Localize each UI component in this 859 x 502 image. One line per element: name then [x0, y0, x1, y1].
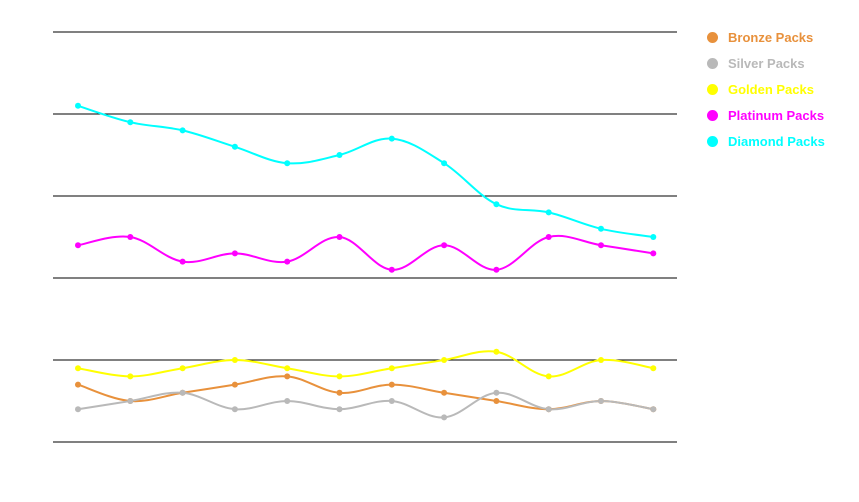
legend-item-golden-packs[interactable]: Golden Packs	[707, 76, 825, 102]
data-point-platinum-packs[interactable]	[493, 266, 500, 273]
data-point-bronze-packs[interactable]	[284, 373, 291, 380]
data-point-diamond-packs[interactable]	[75, 102, 81, 109]
data-point-bronze-packs[interactable]	[75, 381, 81, 388]
data-point-diamond-packs[interactable]	[284, 160, 291, 167]
legend-marker-silver	[707, 57, 718, 69]
data-point-silver-packs[interactable]	[284, 398, 291, 404]
gridlines	[53, 31, 677, 443]
data-point-diamond-packs[interactable]	[650, 234, 657, 240]
data-point-silver-packs[interactable]	[545, 406, 552, 413]
legend-item-bronze-packs[interactable]: Bronze Packs	[707, 24, 825, 50]
series-line-platinum-packs	[77, 234, 654, 271]
data-point-golden-packs[interactable]	[545, 373, 552, 380]
data-point-bronze-packs[interactable]	[231, 381, 238, 388]
data-point-golden-packs[interactable]	[493, 348, 500, 355]
data-point-golden-packs[interactable]	[75, 365, 81, 372]
legend-label: Diamond Packs	[728, 133, 825, 149]
data-point-bronze-packs[interactable]	[493, 398, 500, 404]
legend-label: Platinum Packs	[728, 107, 825, 123]
data-point-platinum-packs[interactable]	[284, 258, 291, 265]
data-point-diamond-packs[interactable]	[493, 201, 500, 208]
legend-label: Bronze Packs	[728, 29, 814, 45]
data-point-silver-packs[interactable]	[388, 398, 395, 404]
series-line-golden-packs	[77, 350, 654, 378]
data-point-diamond-packs[interactable]	[127, 119, 134, 126]
legend-marker-platinum	[707, 109, 718, 121]
data-point-silver-packs[interactable]	[336, 406, 343, 413]
data-point-bronze-packs[interactable]	[388, 381, 395, 388]
data-point-golden-packs[interactable]	[598, 357, 604, 363]
legend-marker-diamond	[707, 135, 718, 147]
data-point-platinum-packs[interactable]	[127, 234, 134, 240]
data-point-silver-packs[interactable]	[127, 398, 134, 404]
data-point-platinum-packs[interactable]	[336, 234, 343, 240]
data-point-diamond-packs[interactable]	[231, 143, 238, 150]
data-point-silver-packs[interactable]	[179, 389, 186, 396]
data-point-silver-packs[interactable]	[598, 398, 604, 404]
data-point-golden-packs[interactable]	[650, 365, 657, 372]
data-point-silver-packs[interactable]	[231, 406, 238, 413]
data-point-bronze-packs[interactable]	[441, 389, 448, 396]
data-point-diamond-packs[interactable]	[441, 160, 448, 167]
data-point-golden-packs[interactable]	[336, 373, 343, 380]
data-point-platinum-packs[interactable]	[179, 258, 186, 265]
legend-item-diamond-packs[interactable]: Diamond Packs	[707, 128, 825, 154]
series-line-silver-packs	[77, 391, 654, 419]
data-point-platinum-packs[interactable]	[545, 234, 552, 240]
data-point-platinum-packs[interactable]	[75, 242, 81, 249]
data-point-golden-packs[interactable]	[284, 365, 291, 372]
series-line-diamond-packs	[77, 104, 654, 238]
data-point-diamond-packs[interactable]	[545, 209, 552, 216]
legend-marker-golden	[707, 83, 718, 95]
legend-label: Golden Packs	[728, 81, 814, 97]
data-point-bronze-packs[interactable]	[336, 389, 343, 396]
legend-label: Silver Packs	[728, 55, 805, 71]
data-point-silver-packs[interactable]	[75, 406, 81, 413]
data-point-diamond-packs[interactable]	[336, 152, 343, 158]
legend: Bronze Packs Silver Packs Golden Packs P…	[707, 24, 825, 154]
data-point-silver-packs[interactable]	[650, 406, 657, 413]
series-lines	[77, 104, 654, 419]
series-points	[75, 102, 657, 421]
data-point-platinum-packs[interactable]	[231, 250, 238, 257]
data-point-platinum-packs[interactable]	[650, 250, 657, 257]
data-point-platinum-packs[interactable]	[388, 266, 395, 273]
data-point-silver-packs[interactable]	[441, 414, 448, 421]
data-point-platinum-packs[interactable]	[441, 242, 448, 249]
data-point-diamond-packs[interactable]	[598, 225, 604, 232]
data-point-golden-packs[interactable]	[231, 357, 238, 363]
data-point-platinum-packs[interactable]	[598, 242, 604, 249]
data-point-golden-packs[interactable]	[441, 357, 448, 363]
legend-marker-bronze	[707, 31, 718, 43]
data-point-golden-packs[interactable]	[127, 373, 134, 380]
legend-item-silver-packs[interactable]: Silver Packs	[707, 50, 825, 76]
data-point-silver-packs[interactable]	[493, 389, 500, 396]
legend-item-platinum-packs[interactable]: Platinum Packs	[707, 102, 825, 128]
data-point-golden-packs[interactable]	[388, 365, 395, 372]
data-point-diamond-packs[interactable]	[388, 135, 395, 142]
data-point-golden-packs[interactable]	[179, 365, 186, 372]
data-point-diamond-packs[interactable]	[179, 127, 186, 134]
